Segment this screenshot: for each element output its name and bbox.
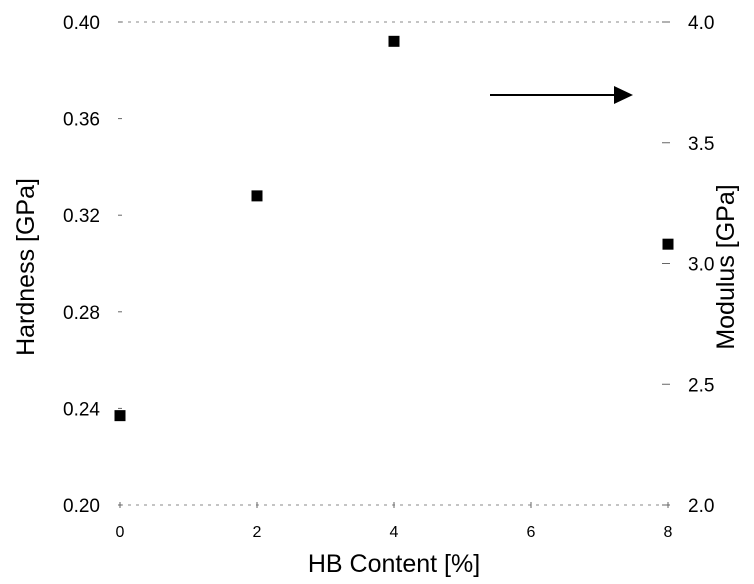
x-tick-label: 6 bbox=[527, 524, 536, 541]
left-y-tick-label: 0.32 bbox=[63, 206, 100, 227]
left-y-tick-label: 0.40 bbox=[63, 13, 100, 34]
right-y-axis-label: Modulus [GPa] bbox=[712, 184, 740, 349]
data-points bbox=[114, 35, 674, 422]
data-point bbox=[662, 238, 674, 250]
right-y-tick-label: 3.0 bbox=[688, 255, 714, 276]
left-y-tick-label: 0.20 bbox=[63, 496, 100, 517]
x-tick-label: 4 bbox=[390, 524, 399, 541]
right-y-axis: 2.0 2.5 3.0 3.5 4.0 bbox=[662, 13, 714, 517]
right-y-tick-label: 3.5 bbox=[688, 134, 714, 155]
right-y-tick-label: 2.0 bbox=[688, 496, 714, 517]
left-y-tick-label: 0.36 bbox=[63, 110, 100, 131]
x-axis: 0 2 4 6 8 bbox=[116, 502, 673, 541]
left-y-tick-label: 0.28 bbox=[63, 303, 100, 324]
x-tick-label: 8 bbox=[664, 524, 673, 541]
arrow-head bbox=[614, 86, 633, 104]
x-tick-label: 2 bbox=[253, 524, 262, 541]
x-tick-label: 0 bbox=[116, 524, 125, 541]
left-y-tick-label: 0.24 bbox=[63, 399, 100, 420]
right-y-tick-label: 2.5 bbox=[688, 375, 714, 396]
right-axis-arrow bbox=[490, 86, 633, 104]
x-axis-label: HB Content [%] bbox=[308, 550, 480, 578]
data-point bbox=[251, 190, 263, 202]
data-point bbox=[388, 35, 400, 47]
data-point bbox=[114, 410, 126, 422]
left-y-axis: 0.20 0.24 0.28 0.32 0.36 0.40 bbox=[63, 13, 122, 517]
right-y-tick-label: 4.0 bbox=[688, 13, 714, 34]
left-y-axis-label: Hardness [GPa] bbox=[12, 178, 40, 356]
